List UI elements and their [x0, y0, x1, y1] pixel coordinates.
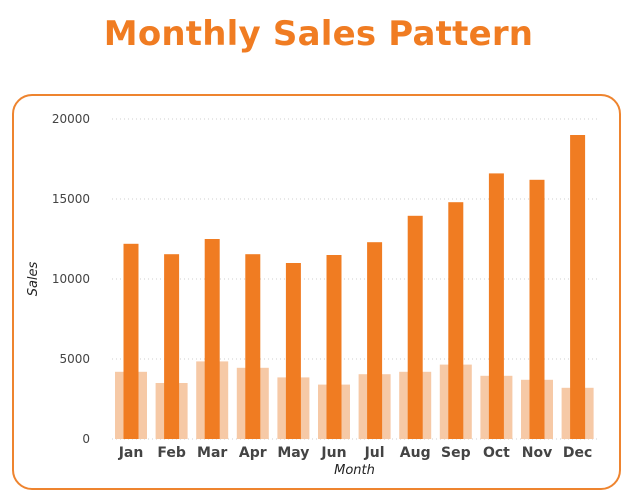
chart-frame [12, 94, 621, 490]
x-tick-label: Oct [483, 445, 510, 461]
bar-dark [367, 242, 383, 439]
bar-dark [164, 254, 180, 439]
bar-dark [529, 179, 545, 440]
bar-dark [488, 173, 504, 439]
y-tick-label: 0 [82, 432, 90, 446]
x-tick-label: Mar [197, 445, 227, 461]
chart-title: Monthly Sales Pattern [103, 14, 534, 54]
bar-dark [448, 202, 464, 439]
y-tick-label: 15000 [52, 192, 90, 206]
y-axis-title: Sales [26, 261, 41, 296]
x-axis-ticks: Jan Feb Mar Apr May Jun Jul Aug Sep Oct Nov Dec [118, 445, 593, 461]
x-tick-label: Sep [441, 445, 471, 461]
y-axis-ticks: 0 5000 10000 15000 20000 [52, 112, 90, 446]
bar-dark [407, 215, 423, 439]
bar-dark [245, 254, 261, 439]
x-tick-label: Jun [320, 445, 346, 461]
y-tick-label: 20000 [52, 112, 90, 126]
bar-dark [123, 243, 139, 439]
bar-dark [204, 239, 220, 439]
x-tick-label: Feb [157, 445, 186, 461]
x-axis-title: Month [334, 463, 375, 478]
x-tick-label: Jan [118, 445, 144, 461]
bar-dark [285, 263, 301, 439]
x-tick-label: May [277, 445, 309, 461]
bars [115, 135, 594, 440]
bar-dark [326, 255, 342, 439]
y-tick-label: 10000 [52, 272, 90, 286]
x-tick-label: Dec [563, 445, 592, 461]
x-tick-label: Jul [364, 445, 385, 461]
gridlines [112, 118, 597, 440]
bar-dark [570, 135, 586, 439]
x-tick-label: Nov [522, 445, 552, 461]
x-tick-label: Aug [400, 445, 431, 461]
x-tick-label: Apr [239, 445, 267, 461]
y-tick-label: 5000 [59, 352, 90, 366]
